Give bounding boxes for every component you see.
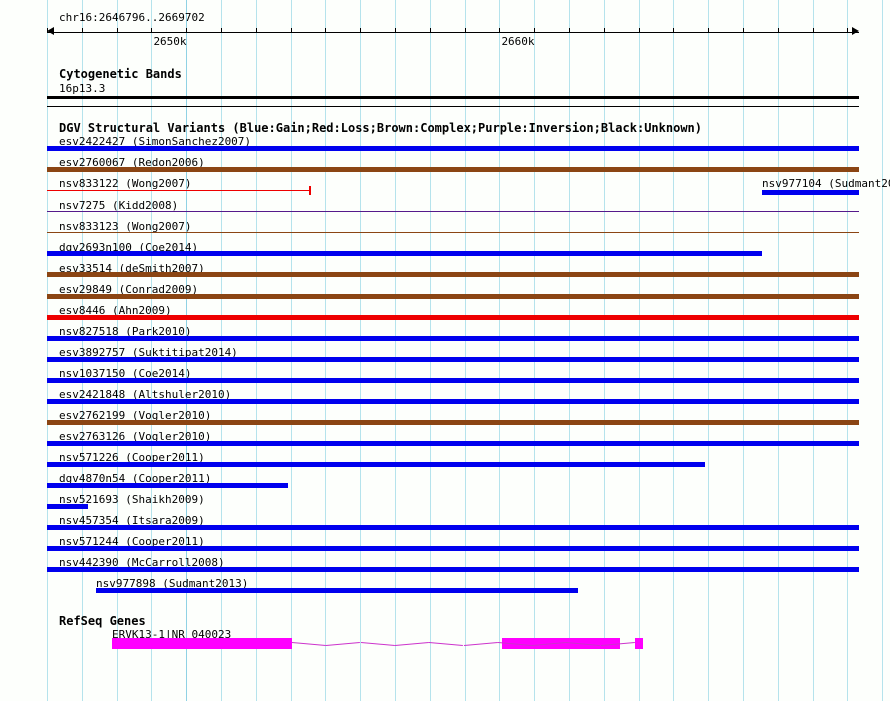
variant-bar[interactable] bbox=[47, 378, 859, 383]
refseq-genes-title: RefSeq Genes bbox=[59, 614, 146, 628]
ruler-tick bbox=[256, 28, 257, 33]
variant-label[interactable]: esv2422427 (SimonSanchez2007) bbox=[59, 135, 252, 148]
gene-intron-line bbox=[360, 642, 395, 646]
variant-label[interactable]: dgv2693n100 (Coe2014) bbox=[59, 241, 199, 254]
variant-bar[interactable] bbox=[47, 294, 859, 299]
gene-intron-line bbox=[429, 642, 464, 646]
variant-end-cap bbox=[309, 186, 311, 195]
variant-label[interactable]: nsv977104 (Sudmant201 bbox=[762, 177, 890, 190]
ruler-tick bbox=[465, 28, 466, 33]
ruler-tick bbox=[186, 28, 187, 33]
variant-label[interactable]: nsv571226 (Cooper2011) bbox=[59, 451, 205, 464]
variant-label[interactable]: nsv571244 (Cooper2011) bbox=[59, 535, 205, 548]
ruler-tick bbox=[534, 28, 535, 33]
variant-bar[interactable] bbox=[47, 272, 859, 277]
variant-label[interactable]: nsv833123 (Wong2007) bbox=[59, 220, 192, 233]
variant-bar[interactable] bbox=[47, 315, 859, 320]
variant-bar[interactable] bbox=[47, 441, 859, 446]
gene-intron-line bbox=[463, 642, 498, 646]
cytogenetic-band-label[interactable]: 16p13.3 bbox=[59, 82, 106, 95]
variant-bar[interactable] bbox=[47, 399, 859, 404]
variant-label[interactable]: nsv7275 (Kidd2008) bbox=[59, 199, 179, 212]
variant-label[interactable]: nsv457354 (Itsara2009) bbox=[59, 514, 205, 527]
variant-label[interactable]: nsv1037150 (Coe2014) bbox=[59, 367, 192, 380]
gene-exon[interactable] bbox=[112, 638, 292, 649]
coordinate-ruler[interactable]: chr16:2646796..2669702 2650k 2660k bbox=[0, 0, 890, 58]
cytogenetic-bands-title: Cytogenetic Bands bbox=[59, 67, 182, 81]
variant-bar[interactable] bbox=[47, 167, 859, 172]
variant-bar[interactable] bbox=[47, 546, 859, 551]
gene-intron-line bbox=[291, 642, 327, 646]
ruler-tick bbox=[743, 28, 744, 33]
ruler-tick-label: 2650k bbox=[153, 35, 187, 48]
ruler-tick bbox=[47, 28, 48, 33]
variant-bar[interactable] bbox=[47, 357, 859, 362]
ruler-tick bbox=[604, 28, 605, 33]
variant-bar[interactable] bbox=[47, 211, 859, 212]
variant-label[interactable]: dgv4870n54 (Cooper2011) bbox=[59, 472, 212, 485]
cytogenetic-band-bar[interactable] bbox=[47, 96, 859, 99]
variant-label[interactable]: esv2763126 (Vogler2010) bbox=[59, 430, 212, 443]
ruler-tick bbox=[325, 28, 326, 33]
variant-bar[interactable] bbox=[762, 190, 859, 195]
ruler-tick bbox=[499, 28, 500, 33]
variant-bar[interactable] bbox=[47, 567, 859, 572]
ruler-tick bbox=[639, 28, 640, 33]
variant-label[interactable]: esv3892757 (Suktitipat2014) bbox=[59, 346, 238, 359]
variant-bar[interactable] bbox=[47, 146, 859, 151]
ruler-tick bbox=[430, 28, 431, 33]
gene-intron-line bbox=[326, 642, 361, 646]
left-arrow-icon[interactable] bbox=[47, 27, 54, 35]
variant-label[interactable]: esv8446 (Ahn2009) bbox=[59, 304, 172, 317]
gene-exon[interactable] bbox=[502, 638, 620, 649]
variant-bar[interactable] bbox=[96, 588, 578, 593]
gene-intron-line bbox=[394, 642, 430, 646]
ruler-tick bbox=[813, 28, 814, 33]
variant-label[interactable]: nsv977898 (Sudmant2013) bbox=[96, 577, 249, 590]
variant-label[interactable]: nsv833122 (Wong2007) bbox=[59, 177, 192, 190]
variant-label[interactable]: esv33514 (deSmith2007) bbox=[59, 262, 205, 275]
right-arrow-icon[interactable] bbox=[852, 27, 859, 35]
ruler-tick bbox=[360, 28, 361, 33]
gene-exon[interactable] bbox=[635, 638, 643, 649]
track-separator bbox=[47, 106, 859, 107]
variant-bar[interactable] bbox=[47, 504, 88, 509]
ruler-tick bbox=[117, 28, 118, 33]
ruler-tick bbox=[395, 28, 396, 33]
ruler-tick bbox=[708, 28, 709, 33]
variant-label[interactable]: nsv827518 (Park2010) bbox=[59, 325, 192, 338]
variant-bar[interactable] bbox=[47, 251, 762, 256]
locus-coordinates: chr16:2646796..2669702 bbox=[59, 11, 205, 24]
variant-bar[interactable] bbox=[47, 462, 705, 467]
variant-label[interactable]: nsv442390 (McCarroll2008) bbox=[59, 556, 225, 569]
ruler-tick bbox=[82, 28, 83, 33]
ruler-tick bbox=[291, 28, 292, 33]
ruler-tick bbox=[673, 28, 674, 33]
ruler-tick bbox=[151, 28, 152, 33]
ruler-tick bbox=[569, 28, 570, 33]
variant-bar[interactable] bbox=[47, 420, 859, 425]
dgv-track-title: DGV Structural Variants (Blue:Gain;Red:L… bbox=[59, 121, 702, 135]
ruler-tick bbox=[847, 28, 848, 33]
gene-label[interactable]: ERVK13-1|NR_040023 bbox=[112, 628, 232, 641]
gridline bbox=[882, 0, 883, 701]
ruler-tick bbox=[221, 28, 222, 33]
variant-label[interactable]: esv2421848 (Altshuler2010) bbox=[59, 388, 232, 401]
ruler-axis-line bbox=[47, 32, 859, 33]
variant-label[interactable]: esv2760067 (Redon2006) bbox=[59, 156, 205, 169]
variant-bar[interactable] bbox=[47, 483, 288, 488]
variant-bar[interactable] bbox=[47, 232, 859, 233]
variant-label[interactable]: nsv521693 (Shaikh2009) bbox=[59, 493, 205, 506]
variant-bar[interactable] bbox=[47, 525, 859, 530]
variant-bar[interactable] bbox=[47, 190, 310, 191]
ruler-tick bbox=[778, 28, 779, 33]
variant-bar[interactable] bbox=[47, 336, 859, 341]
variant-label[interactable]: esv29849 (Conrad2009) bbox=[59, 283, 199, 296]
ruler-tick-label: 2660k bbox=[501, 35, 535, 48]
variant-label[interactable]: esv2762199 (Vogler2010) bbox=[59, 409, 212, 422]
